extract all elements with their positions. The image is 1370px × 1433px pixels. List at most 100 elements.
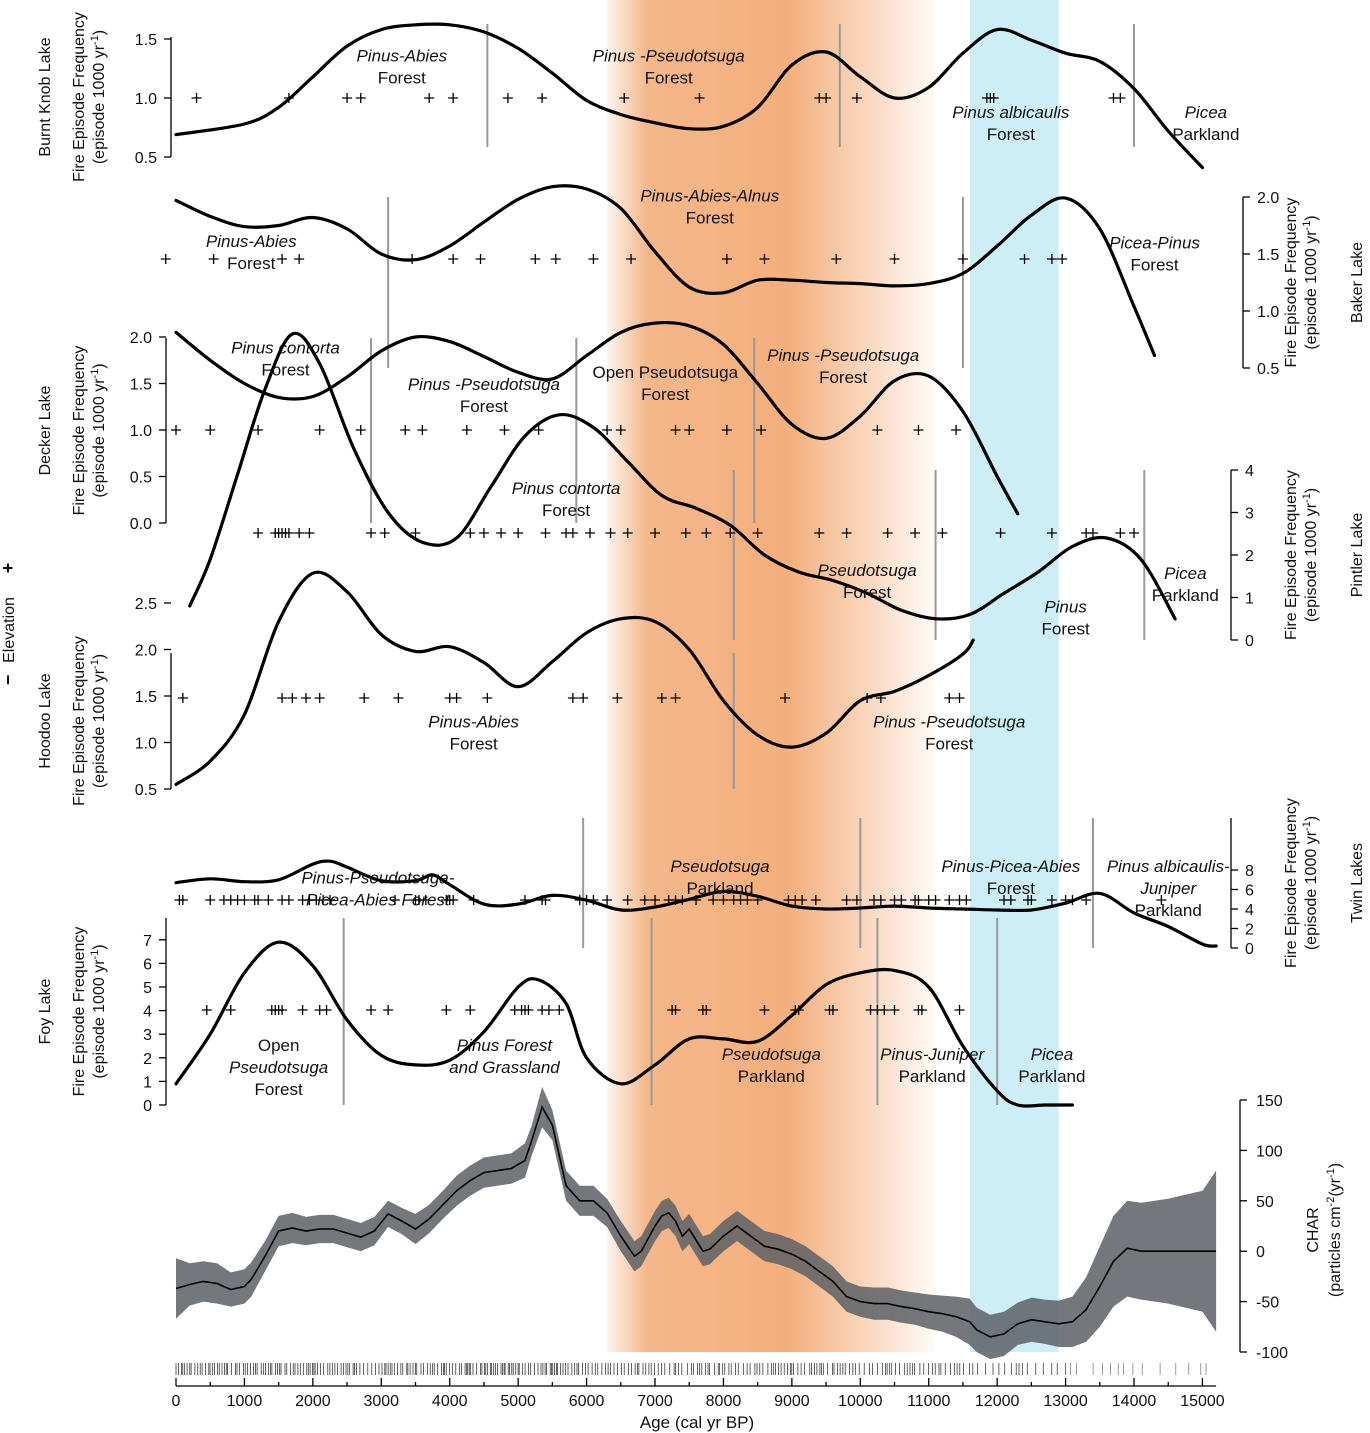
fire-event-marker (585, 528, 596, 538)
fire-event-marker (513, 528, 524, 538)
fire-event-marker (1115, 528, 1126, 538)
fire-event-marker (314, 425, 325, 435)
fire-event-marker (780, 693, 791, 703)
y-tick-label: 1 (143, 1074, 152, 1091)
fire-frequency-curve (174, 940, 1074, 1108)
fire-event-marker (615, 425, 626, 435)
fire-event-marker (602, 425, 613, 435)
fire-event-marker (287, 693, 298, 703)
fire-event-marker (225, 1005, 236, 1015)
fire-event-marker (937, 528, 948, 538)
vegetation-zone-label: Pinus-Abies Forest (428, 713, 519, 754)
fire-event-marker (383, 1005, 394, 1015)
shading-layer (607, 0, 1059, 1352)
fire-event-marker (988, 93, 999, 103)
fire-event-marker (1019, 254, 1030, 264)
fire-event-marker (1129, 528, 1140, 538)
fire-event-marker (622, 895, 633, 905)
panel-twin-lakes: 0 2 4 6 8 Twin Lakes Fire Episode Frequency (ep… (174, 798, 1366, 968)
fire-event-marker (961, 895, 972, 905)
vegetation-zone-label: Pseudotsuga Parkland (722, 1045, 821, 1086)
elevation-label: − Elevation + (0, 563, 18, 686)
elevation-plus: + (0, 563, 18, 574)
fire-event-marker (913, 425, 924, 435)
fire-event-marker (540, 528, 551, 538)
fire-event-marker (355, 425, 366, 435)
vegetation-zone-label: Picea Parkland (1018, 1045, 1085, 1086)
fire-event-marker (171, 425, 181, 435)
fire-event-marker (759, 254, 770, 264)
fire-event-marker (441, 1005, 452, 1015)
fire-event-marker (478, 528, 489, 538)
fire-event-marker (277, 254, 288, 264)
fire-event-marker (1087, 528, 1098, 538)
vegetation-zone-label: Picea Parkland (1172, 103, 1239, 144)
fire-event-marker (1057, 254, 1068, 264)
fire-event-marker (916, 1005, 927, 1015)
lake-name: Baker Lake (1349, 242, 1366, 323)
lake-name: Decker Lake (37, 385, 54, 475)
vegetation-zone-label: Pinus -Pseudotsuga Forest (767, 346, 919, 387)
fire-event-marker (359, 693, 370, 703)
fire-event-marker (756, 425, 767, 435)
y-axis-title: Fire Episode Frequency (71, 636, 88, 806)
x-tick-label: 10000 (838, 1393, 883, 1410)
fire-event-marker (995, 528, 1006, 538)
y-axis-units: (episode 1000 yr-1) (89, 944, 108, 1078)
fire-event-marker (389, 895, 400, 905)
fire-event-marker (499, 425, 510, 435)
fire-event-marker (294, 254, 305, 264)
fire-event-marker (451, 693, 462, 703)
y-tick-label: 1.5 (135, 689, 157, 706)
fire-event-marker (465, 528, 476, 538)
fire-event-marker (639, 895, 650, 905)
vegetation-zone-label: Pinus-Picea-Abies Forest (941, 857, 1080, 898)
x-tick-label: 8000 (706, 1393, 742, 1410)
vegetation-zone-label: Picea-Pinus Forest (1109, 233, 1200, 274)
fire-event-marker (797, 895, 808, 905)
fire-event-marker (708, 895, 719, 905)
fire-event-marker (543, 1005, 554, 1015)
fire-event-marker (742, 895, 753, 905)
fire-event-marker (875, 895, 886, 905)
fire-event-marker (465, 1005, 476, 1015)
y-tick-label: 0 (143, 1098, 152, 1115)
x-tick-label: 11000 (907, 1393, 950, 1410)
vegetation-zone-label: Pinus-Abies Forest (206, 232, 297, 273)
fire-event-marker (619, 93, 630, 103)
fire-event-marker (400, 425, 411, 435)
fire-event-marker (342, 93, 353, 103)
fire-frequency-curve (174, 859, 1218, 948)
y-tick-label: 2.0 (1257, 190, 1279, 207)
fire-event-marker (957, 254, 968, 264)
fire-event-marker (718, 895, 729, 905)
panel-burnt-knob-lake: 0.5 1.0 1.5 Burnt Knob Lake Fire Episode Fre… (37, 12, 1239, 182)
fire-frequency-curve (188, 331, 1177, 621)
fire-event-marker (1046, 528, 1057, 538)
panel-char: -100 -50 0 50 100 150 CHAR (particles cm-2(yr-1… (175, 1086, 1344, 1362)
fire-event-marker (253, 425, 264, 435)
fire-event-marker (355, 93, 366, 103)
fire-event-marker (889, 254, 900, 264)
y-axis-units: (episode 1000 yr-1) (1301, 816, 1320, 950)
fire-event-marker (841, 528, 852, 538)
fire-event-marker (930, 895, 941, 905)
vegetation-zone-label: Pinus-Abies Forest (356, 46, 447, 87)
fire-event-marker (314, 693, 325, 703)
fire-event-marker (475, 254, 486, 264)
fire-event-marker (410, 528, 421, 538)
fire-frequency-curve (174, 184, 1157, 358)
fire-event-marker (448, 254, 459, 264)
fire-event-marker (567, 693, 578, 703)
y-axis-units: (episode 1000 yr-1) (1301, 488, 1320, 622)
fire-event-marker (208, 254, 219, 264)
fire-event-marker (821, 93, 832, 103)
x-tick-label: 1000 (227, 1393, 263, 1410)
y-tick-label: 1 (1245, 591, 1254, 608)
y-tick-label: 1.0 (130, 423, 152, 440)
fire-event-marker (827, 1005, 838, 1015)
fire-event-marker (253, 528, 264, 538)
fire-event-marker (201, 1005, 212, 1015)
y-axis-units: (episode 1000 yr-1) (89, 654, 108, 788)
